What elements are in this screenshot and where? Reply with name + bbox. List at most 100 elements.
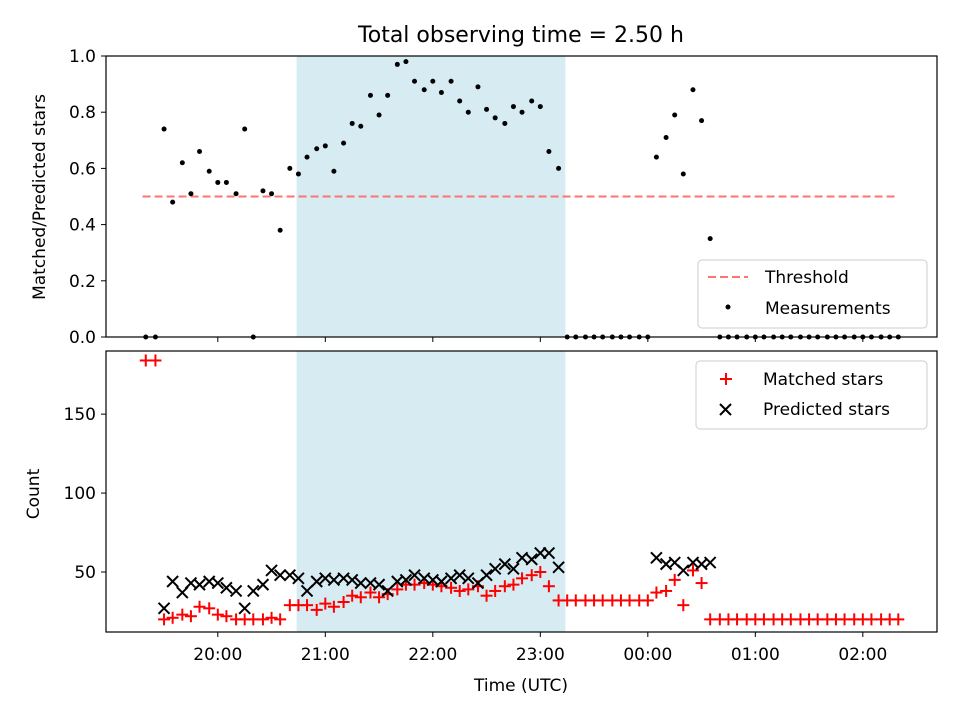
- measurement-point: [277, 227, 283, 233]
- count-xtick-label: 00:00: [623, 645, 672, 665]
- matched-star-marker: [641, 594, 654, 607]
- matched-star-marker: [203, 602, 216, 615]
- count-xtick-label: 02:00: [838, 645, 887, 665]
- matched-star-marker: [256, 613, 269, 626]
- count-legend-box: [695, 360, 928, 430]
- ratio-ytick-label: 0.6: [69, 159, 96, 179]
- matched-star-marker: [660, 584, 673, 597]
- measurement-point: [161, 126, 167, 132]
- count-xlabel: Time (UTC): [473, 676, 568, 696]
- measurement-point: [519, 109, 525, 115]
- measurement-point: [690, 87, 696, 93]
- measurement-point: [529, 98, 535, 104]
- count-panel: 50 100 150 20:00 21:00 22:00 23:00 00:00 01:00 02…: [24, 350, 938, 696]
- predicted-star-marker: [435, 575, 448, 588]
- count-xtick-label: 21:00: [301, 645, 350, 665]
- matched-star-marker: [337, 596, 350, 609]
- predicted-star-marker: [650, 551, 663, 565]
- matched-star-marker: [346, 589, 359, 602]
- measurement-point: [653, 154, 659, 160]
- matched-star-marker: [695, 577, 708, 590]
- ratio-axis-ticks: 0.0 0.2 0.4 0.6 0.8 1.0: [69, 47, 864, 348]
- measurement-point: [170, 199, 176, 205]
- count-xtick-label: 01:00: [731, 645, 780, 665]
- measurement-point: [367, 92, 373, 98]
- measurement-point: [699, 118, 705, 124]
- matched-star-marker: [265, 611, 278, 624]
- measurement-point: [537, 104, 543, 110]
- predicted-star-marker: [480, 568, 493, 582]
- predicted-star-marker: [229, 584, 243, 598]
- measurement-point: [465, 109, 471, 115]
- predicted-star-marker: [256, 578, 270, 591]
- matched-star-marker: [489, 584, 502, 597]
- measurement-point: [304, 154, 310, 160]
- measurement-point: [260, 188, 266, 194]
- matched-star-marker: [211, 608, 224, 621]
- measurement-point: [206, 168, 212, 174]
- ratio-legend-box: [697, 259, 928, 329]
- matched-star-marker: [507, 578, 520, 591]
- matched-star-marker: [373, 591, 386, 604]
- matched-star-marker: [149, 354, 162, 367]
- ratio-ytick-label: 0.2: [69, 272, 96, 292]
- ratio-ytick-label: 0.8: [69, 103, 96, 123]
- matched-star-marker: [193, 600, 206, 613]
- predicted-star-marker: [247, 584, 260, 598]
- ratio-axes-frame: [105, 55, 938, 338]
- predicted-star-marker: [408, 568, 421, 582]
- matched-star-marker: [516, 572, 529, 585]
- count-legend: Matched stars Predicted stars: [695, 360, 928, 430]
- count-axis-ticks: 50 100 150 20:00 21:00 22:00 23:00 00:00 01:00 02…: [64, 405, 888, 665]
- matched-star-marker: [480, 589, 493, 602]
- measurement-point: [510, 104, 516, 110]
- legend-matched-label: Matched stars: [763, 370, 883, 390]
- measurement-point: [421, 87, 427, 93]
- measurement-point: [376, 112, 382, 118]
- measurement-point: [242, 126, 248, 132]
- predicted-star-marker: [515, 551, 529, 565]
- predicted-stars-points: [157, 546, 717, 615]
- measurement-point: [475, 84, 481, 90]
- measurement-point: [394, 61, 400, 67]
- predicted-star-marker: [381, 584, 394, 598]
- measurement-point: [412, 78, 418, 84]
- predicted-star-marker: [220, 581, 233, 595]
- measurement-point: [269, 191, 275, 197]
- predicted-star-marker: [283, 568, 297, 582]
- predicted-star-marker: [399, 573, 413, 587]
- predicted-star-marker: [703, 556, 717, 569]
- predicted-star-marker: [444, 572, 458, 585]
- matched-star-marker: [274, 613, 287, 626]
- legend-matched-swatch: [720, 373, 732, 385]
- matched-star-marker: [462, 583, 475, 596]
- count-ytick-label: 50: [74, 563, 96, 583]
- matched-star-marker: [650, 586, 663, 599]
- measurement-point: [322, 143, 328, 149]
- predicted-star-marker: [372, 578, 386, 591]
- predicted-star-marker: [677, 564, 690, 577]
- measurement-point: [438, 90, 444, 96]
- ratio-legend: Threshold Measurements: [697, 259, 928, 329]
- predicted-star-marker: [265, 564, 278, 577]
- measurement-point: [287, 165, 293, 171]
- predicted-star-marker: [525, 553, 538, 566]
- matched-star-marker: [525, 569, 538, 582]
- measurement-point: [430, 78, 436, 84]
- predicted-star-marker: [354, 576, 367, 590]
- predicted-star-marker: [292, 572, 305, 585]
- predicted-star-marker: [310, 575, 323, 588]
- predicted-star-marker: [552, 561, 565, 574]
- predicted-star-marker: [300, 584, 314, 598]
- matched-star-marker: [354, 591, 367, 604]
- predicted-star-marker: [238, 602, 251, 615]
- predicted-star-marker: [462, 572, 475, 585]
- measurement-point: [233, 191, 239, 197]
- matched-star-marker: [319, 597, 332, 610]
- predicted-star-marker: [507, 562, 520, 576]
- matched-star-marker: [453, 584, 466, 597]
- legend-predicted-swatch: [719, 403, 732, 416]
- measurement-point: [403, 59, 409, 65]
- predicted-star-marker: [157, 602, 171, 615]
